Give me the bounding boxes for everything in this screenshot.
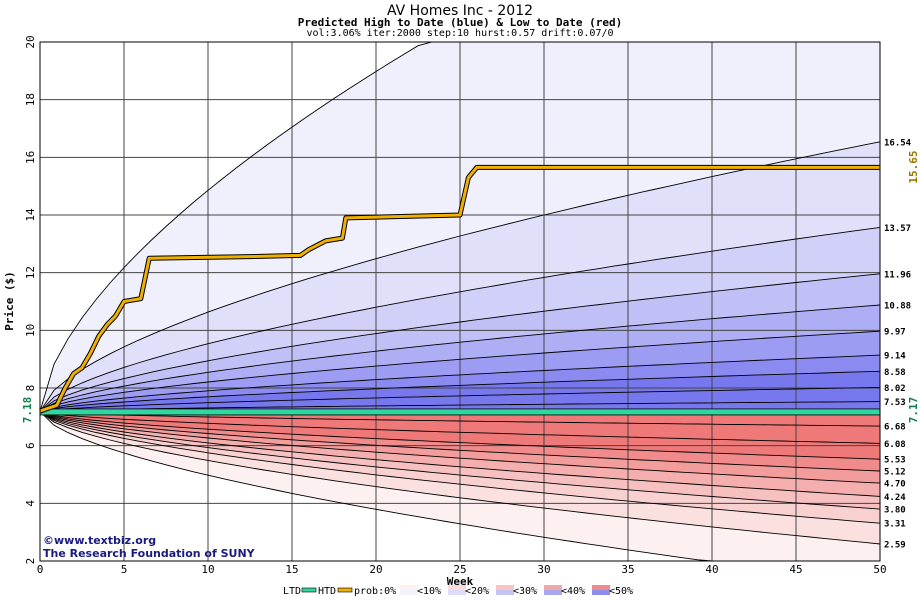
legend-swatch-red [400, 585, 418, 590]
band-boundary-line [39, 411, 881, 484]
chart-subtitle: Predicted High to Date (blue) & Low to D… [297, 16, 623, 29]
credit-foundation: The Research Foundation of SUNY [43, 547, 255, 560]
band-boundary-line [39, 304, 881, 412]
band-end-labels: 16.54 13.57 11.96 10.88 9.97 9.14 8.58 8.02 7.53… [884, 138, 912, 550]
band-end-label: 8.02 [884, 384, 906, 394]
x-tick-label: 5 [121, 563, 128, 576]
band-end-label: 10.88 [884, 301, 911, 311]
legend-range-label: <20% [465, 586, 489, 597]
y-tick-label: 20 [24, 35, 37, 48]
legend-range-label: <50% [609, 586, 633, 597]
band-boundary-line [39, 354, 881, 413]
band-boundary-line [39, 330, 881, 413]
legend-swatch-red [448, 585, 466, 590]
band-boundary-line [39, 411, 881, 497]
band-boundary-line [39, 226, 881, 412]
legend-range-label: <40% [561, 586, 585, 597]
legend-swatch-red [544, 585, 562, 590]
htd-line [39, 165, 880, 413]
y-tick-label: 4 [24, 500, 37, 507]
legend-swatch-blue [448, 590, 466, 595]
band-boundary-line [39, 411, 881, 460]
band-end-label: 3.31 [884, 520, 906, 530]
band-end-label: 6.08 [884, 440, 906, 450]
band-end-label: 9.97 [884, 328, 906, 338]
y-tick-label: 14 [24, 208, 37, 222]
chart-title: AV Homes Inc - 2012 [386, 3, 534, 19]
y-tick-label: 10 [24, 324, 37, 337]
x-tick-label: 50 [873, 563, 886, 576]
band-end-label: 5.12 [884, 468, 906, 478]
credit-website: ©www.textbiz.org [43, 534, 157, 547]
axis-tick-labels: 0 5 10 15 20 25 30 35 40 45 50 2 4 6 8 10 12 14 16 18 20 [24, 35, 887, 576]
legend-htd-label: HTD [318, 586, 336, 597]
x-tick-label: 10 [201, 563, 214, 576]
x-tick-label: 45 [789, 563, 802, 576]
x-tick-label: 20 [369, 563, 382, 576]
band-boundary-line [39, 411, 881, 472]
x-tick-label: 30 [537, 563, 550, 576]
band-boundary-line [39, 141, 881, 412]
band-end-label: 13.57 [884, 224, 911, 234]
band-end-label: 4.24 [884, 493, 906, 503]
y-tick-label: 6 [24, 442, 37, 449]
legend-range-label: <30% [513, 586, 537, 597]
x-tick-label: 0 [37, 563, 44, 576]
band-end-label: 4.70 [884, 480, 906, 490]
start-price-label: 7.18 [21, 397, 34, 424]
band-boundary-line [39, 273, 881, 412]
legend: LTD HTD prob:0% <10% <20% <30% <40% <50% [283, 585, 633, 597]
band-boundary-line [39, 411, 881, 545]
legend-prob-label: prob:0% [354, 586, 396, 597]
band-boundary-line [39, 411, 881, 510]
legend-swatch-blue [496, 590, 514, 595]
legend-htd-swatch [337, 587, 353, 593]
legend-swatch-blue [400, 590, 418, 595]
ltd-line [39, 408, 881, 416]
x-tick-label: 35 [621, 563, 634, 576]
x-tick-label: 25 [453, 563, 466, 576]
band-end-label: 9.14 [884, 352, 906, 362]
legend-swatch-red [592, 585, 610, 590]
legend-ltd-swatch [301, 587, 317, 593]
legend-swatch-blue [544, 590, 562, 595]
y-tick-label: 12 [24, 266, 37, 279]
x-tick-label: 15 [285, 563, 298, 576]
htd-value-label: 15.65 [907, 150, 920, 183]
band-boundary-line [39, 386, 881, 413]
band-end-label: 2.59 [884, 540, 906, 550]
legend-range-label: <10% [417, 586, 441, 597]
band-end-label: 5.53 [884, 456, 906, 466]
y-tick-label: 18 [24, 93, 37, 106]
band-end-label: 8.58 [884, 368, 906, 378]
band-end-label: 16.54 [884, 138, 912, 148]
band-boundary-line [39, 370, 881, 413]
band-boundary-line [39, 411, 881, 427]
band-end-label: 7.53 [884, 398, 906, 408]
band-boundary-line [39, 411, 881, 444]
x-axis-label: Week [447, 575, 474, 588]
y-tick-label: 16 [24, 151, 37, 164]
y-axis-label: Price ($) [3, 271, 16, 331]
band-boundary-line [39, 401, 881, 413]
ltd-value-label: 7.17 [907, 397, 920, 424]
plot-frame [39, 41, 881, 562]
band-end-label: 3.80 [884, 506, 906, 516]
band-boundary-line [39, 411, 881, 524]
chart-params: vol:3.06% iter:2000 step:10 hurst:0.57 d… [306, 28, 614, 39]
x-tick-label: 40 [705, 563, 718, 576]
legend-swatch-blue [592, 590, 610, 595]
band-end-label: 11.96 [884, 270, 911, 280]
band-end-label: 6.68 [884, 423, 906, 433]
legend-ltd-label: LTD [283, 586, 301, 597]
legend-swatch-red [496, 585, 514, 590]
y-tick-label: 8 [24, 385, 37, 392]
y-tick-label: 2 [24, 558, 37, 565]
